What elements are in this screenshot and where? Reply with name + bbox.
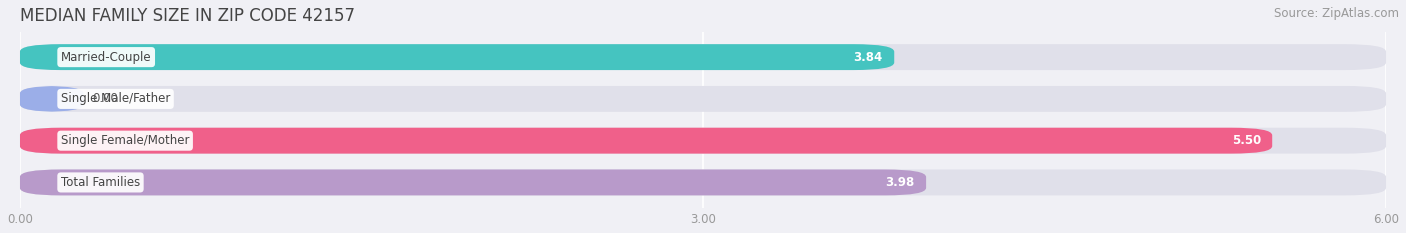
Text: 3.98: 3.98 [886,176,915,189]
Text: Total Families: Total Families [60,176,141,189]
FancyBboxPatch shape [20,44,894,70]
Text: Source: ZipAtlas.com: Source: ZipAtlas.com [1274,7,1399,20]
Text: 5.50: 5.50 [1232,134,1261,147]
Text: 0.00: 0.00 [93,93,118,105]
FancyBboxPatch shape [20,128,1272,154]
Text: Single Male/Father: Single Male/Father [60,93,170,105]
Text: Married-Couple: Married-Couple [60,51,152,64]
FancyBboxPatch shape [20,128,1386,154]
Text: Single Female/Mother: Single Female/Mother [60,134,190,147]
Text: 3.84: 3.84 [853,51,883,64]
FancyBboxPatch shape [20,44,1386,70]
FancyBboxPatch shape [20,86,1386,112]
FancyBboxPatch shape [20,169,1386,195]
FancyBboxPatch shape [20,86,83,112]
Text: MEDIAN FAMILY SIZE IN ZIP CODE 42157: MEDIAN FAMILY SIZE IN ZIP CODE 42157 [20,7,354,25]
FancyBboxPatch shape [20,169,927,195]
